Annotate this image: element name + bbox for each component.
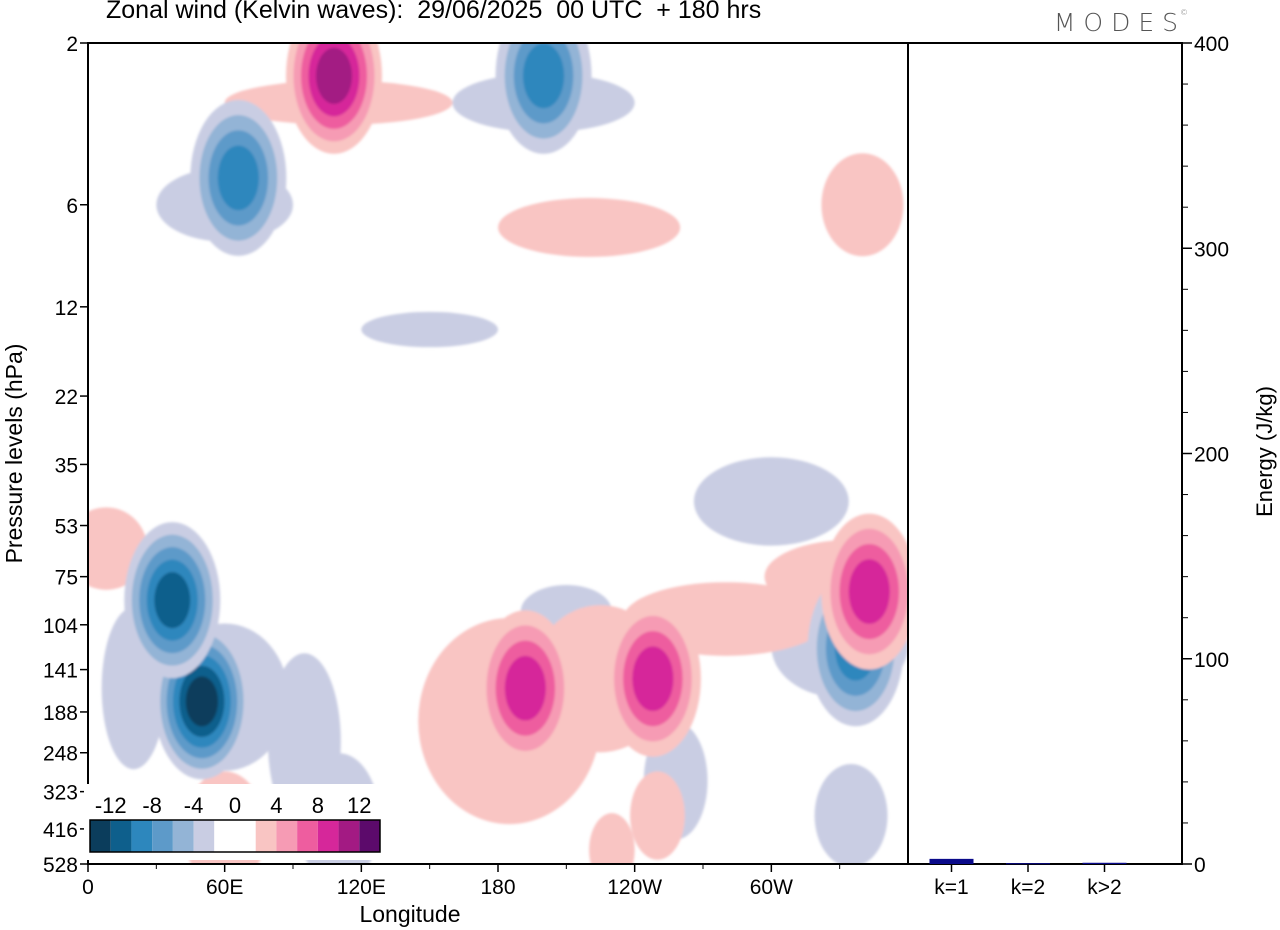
y-tick-label: 75 bbox=[55, 567, 78, 590]
y-tick-label: 141 bbox=[43, 660, 78, 683]
colorbar-swatch bbox=[235, 820, 256, 852]
y-axis-label: Pressure levels (hPa) bbox=[1, 344, 27, 564]
y-tick-label: 248 bbox=[43, 743, 78, 766]
brand-name: MODES bbox=[1053, 8, 1186, 37]
y-tick-label: 22 bbox=[55, 386, 78, 409]
y-tick-label: 188 bbox=[43, 702, 78, 725]
y-tick-label: 53 bbox=[55, 516, 78, 539]
energy-tick-label: 400 bbox=[1194, 33, 1229, 56]
energy-bar-chart: 0 100 200 300 400 Energy (J/kg) k=1 k=2 k>2 bbox=[907, 33, 1277, 899]
energy-tick-label: 300 bbox=[1194, 238, 1229, 261]
heatmap-plot bbox=[88, 43, 908, 864]
contour-shell bbox=[848, 559, 890, 624]
contour-shell bbox=[504, 655, 546, 721]
colorbar-frame bbox=[89, 819, 381, 853]
colorbar-swatch bbox=[131, 820, 153, 852]
colorbar-label: 4 bbox=[270, 793, 282, 818]
colorbar-swatch bbox=[172, 820, 194, 852]
colorbar-swatch bbox=[110, 820, 132, 852]
energy-bar bbox=[1082, 862, 1127, 864]
y-tick-label: 12 bbox=[55, 297, 78, 320]
colorbar-label: -12 bbox=[95, 793, 127, 818]
colorbar-swatch bbox=[152, 820, 173, 852]
colorbar: -12 -8 -4 0 4 8 12 bbox=[84, 784, 386, 860]
category-label: k>2 bbox=[1087, 876, 1121, 899]
heatmap-axes: 2 6 12 22 35 53 75 104 141 188 248 323 416 528 Pressur… bbox=[1, 33, 909, 927]
colorbar-swatch bbox=[193, 820, 215, 852]
y-tick-label: 323 bbox=[43, 782, 78, 805]
contour-shell bbox=[522, 43, 565, 109]
energy-bar bbox=[1006, 863, 1050, 865]
y-tick-label: 2 bbox=[66, 33, 78, 56]
category-label: k=2 bbox=[1011, 876, 1045, 899]
colorbar-label: -4 bbox=[184, 793, 204, 818]
contour-shell bbox=[185, 676, 219, 727]
colorbar-swatch bbox=[214, 820, 235, 852]
bar-frame bbox=[907, 42, 1183, 865]
energy-bar bbox=[929, 858, 974, 864]
energy-tick-label: 200 bbox=[1194, 444, 1229, 467]
energy-tick-label: 100 bbox=[1194, 649, 1229, 672]
energy-axis-label: Energy (J/kg) bbox=[1252, 386, 1277, 517]
contour-shell bbox=[217, 145, 259, 211]
contour-patch bbox=[589, 813, 635, 864]
x-tick-label: 60W bbox=[750, 876, 793, 899]
x-tick-label: 120E bbox=[337, 876, 386, 899]
colorbar-swatch bbox=[359, 820, 380, 852]
y-tick-label: 6 bbox=[66, 195, 78, 218]
contour-patch bbox=[630, 771, 685, 860]
colorbar-swatch bbox=[90, 820, 111, 852]
x-tick-label: 0 bbox=[82, 876, 94, 899]
x-axis-label: Longitude bbox=[359, 901, 460, 927]
contour-shell bbox=[316, 47, 352, 104]
contour-patch bbox=[821, 153, 904, 257]
contour-patch bbox=[693, 457, 849, 546]
colorbar-swatch bbox=[317, 820, 339, 852]
colorbar-label: 8 bbox=[312, 793, 324, 818]
colorbar-swatch bbox=[338, 820, 360, 852]
brand-logo: MODES© bbox=[1054, 8, 1188, 37]
category-label: k=1 bbox=[934, 876, 968, 899]
y-tick-label: 528 bbox=[43, 854, 78, 877]
colorbar-label: 12 bbox=[347, 793, 371, 818]
colorbar-swatch bbox=[276, 820, 298, 852]
colorbar-swatch bbox=[255, 820, 277, 852]
colorbar-label: -8 bbox=[142, 793, 162, 818]
y-tick-label: 416 bbox=[43, 819, 78, 842]
brand-mark: © bbox=[1180, 8, 1188, 17]
y-tick-label: 104 bbox=[43, 615, 78, 638]
contour-patch bbox=[814, 764, 888, 864]
colorbar-swatch bbox=[297, 820, 318, 852]
y-tick-label: 35 bbox=[55, 454, 78, 477]
contour-patch bbox=[497, 198, 681, 257]
contour-patch bbox=[361, 311, 498, 348]
energy-tick-label: 0 bbox=[1194, 854, 1206, 877]
x-tick-label: 60E bbox=[206, 876, 243, 899]
x-tick-label: 120W bbox=[607, 876, 662, 899]
contour-shell bbox=[632, 646, 674, 712]
contour-shell bbox=[154, 572, 191, 629]
colorbar-label: 0 bbox=[229, 793, 241, 818]
x-tick-label: 180 bbox=[480, 876, 515, 899]
contour-field bbox=[88, 43, 908, 864]
chart-title: Zonal wind (Kelvin waves): 29/06/2025 00… bbox=[106, 0, 762, 24]
